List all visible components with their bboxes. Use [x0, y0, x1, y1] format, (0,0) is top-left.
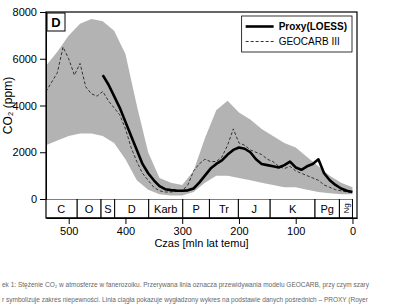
period-label: S [104, 203, 111, 215]
period-labels: C OS D Karb P Tr J K Pg Ng [57, 203, 351, 215]
y-tick: 2000 [13, 146, 46, 158]
period-strip [46, 199, 352, 218]
x-tick-label: 400 [117, 225, 135, 237]
legend-swatch [246, 25, 274, 28]
y-tick: 6000 [13, 53, 46, 65]
x-tick-label: 100 [287, 225, 305, 237]
y-tick: 4000 [13, 100, 46, 112]
period-label: D [128, 203, 136, 215]
period-label: Ng [342, 203, 351, 213]
x-tick-mark [296, 218, 297, 224]
solid-line [103, 75, 353, 192]
x-tick-label: 0 [350, 225, 356, 237]
y-tick-mark [40, 199, 46, 200]
x-tick-mark [352, 218, 353, 224]
panel-label-text: D [51, 15, 60, 30]
period-box [209, 199, 238, 218]
panel-label-box [47, 13, 65, 31]
period-label: P [192, 203, 199, 215]
y-tick-label: 6000 [13, 53, 37, 65]
period-box [101, 199, 115, 218]
chart: COSDKarbPTrJKPgNg02000400060008000500400… [0, 0, 400, 307]
y-tick-label: 4000 [13, 100, 37, 112]
x-axis-line [47, 218, 358, 219]
period-box [46, 199, 77, 218]
legend: Proxy(LOESS) GEOCARB III [242, 16, 352, 52]
period-box [339, 199, 352, 218]
y-axis-line [46, 13, 47, 200]
uncertainty-band [46, 19, 352, 195]
y-tick-label: 8000 [13, 6, 37, 18]
y-tick-label: 2000 [13, 146, 37, 158]
x-axis-title: Czas [mln lat temu] [154, 237, 248, 249]
legend-label: GEOCARB III [279, 36, 340, 47]
caption: ek 1: Stężenie CO₂ w atmosferze w fanero… [2, 281, 370, 304]
caption-line: ek 1: Stężenie CO₂ w atmosferze w fanero… [2, 281, 370, 289]
y-tick-label: 0 [31, 193, 37, 205]
x-axis: 500 400 300 200 100 0 [47, 218, 358, 237]
y-axis: 0 2000 4000 6000 8000 [13, 6, 47, 205]
period-label: O [85, 203, 94, 215]
period-box [183, 199, 210, 218]
x-tick-label: 200 [230, 225, 248, 237]
y-tick-mark [40, 59, 46, 60]
x-tick: 200 [230, 218, 248, 237]
period-box [77, 199, 101, 218]
x-tick: 400 [117, 218, 135, 237]
period-label: Tr [219, 203, 229, 215]
period-box [270, 199, 315, 218]
plot-area [46, 19, 352, 195]
y-tick: 0 [31, 193, 46, 205]
period-label: Karb [154, 203, 177, 215]
x-tick: 0 [350, 218, 356, 237]
x-tick: 500 [60, 218, 78, 237]
y-tick-mark [40, 106, 46, 107]
y-tick-mark [40, 152, 46, 153]
legend-label: Proxy(LOESS) [279, 21, 347, 32]
period-box [315, 199, 339, 218]
period-box [115, 199, 149, 218]
y-tick-mark [40, 12, 46, 13]
period-label: C [57, 203, 65, 215]
plot-frame [46, 12, 357, 218]
x-tick-mark [239, 218, 240, 224]
x-tick: 300 [174, 218, 192, 237]
x-tick-label: 300 [174, 225, 192, 237]
x-tick-mark [182, 218, 183, 224]
period-label: J [252, 203, 258, 215]
legend-box [242, 16, 352, 52]
panel-label: D [47, 13, 65, 31]
y-tick: 8000 [13, 6, 46, 18]
x-tick: 100 [287, 218, 305, 237]
caption-line: r symbolizuje zakres niepewności. Linia … [2, 296, 369, 304]
x-tick-label: 500 [60, 225, 78, 237]
period-label: Pg [320, 203, 333, 215]
period-box [238, 199, 270, 218]
dashed-line [46, 47, 352, 192]
x-tick-mark [69, 218, 70, 224]
period-label: K [289, 203, 297, 215]
y-axis-title: CO₂ (ppm) [1, 77, 15, 134]
legend-swatch [246, 41, 274, 42]
period-box [149, 199, 183, 218]
x-tick-mark [125, 218, 126, 224]
